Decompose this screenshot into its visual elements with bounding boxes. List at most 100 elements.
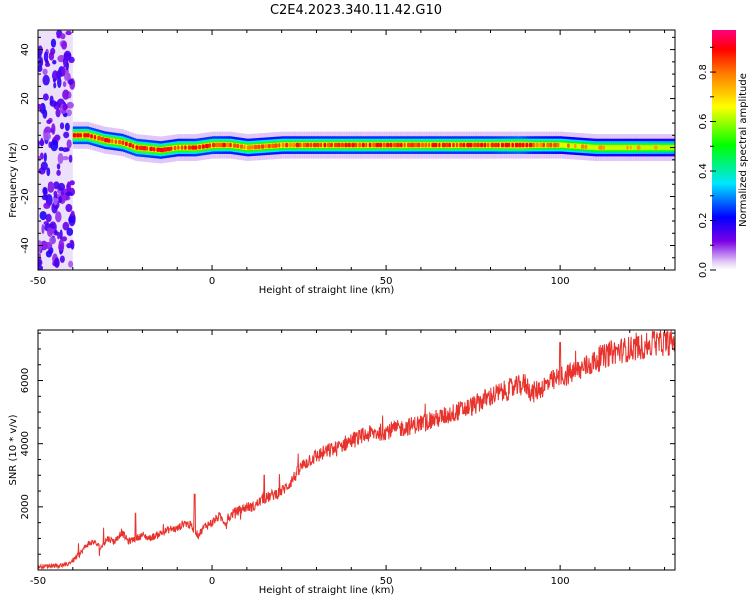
ridge-cell (608, 144, 612, 151)
ridge-core-cell (163, 147, 168, 152)
ridge-cell (178, 144, 182, 151)
y-tick-label: 40 (20, 43, 31, 56)
ridge-core-cell (83, 133, 88, 138)
ridge-core-cell (295, 142, 300, 148)
noise-blob (57, 152, 64, 165)
noise-blob (38, 247, 42, 253)
ridge-core-cell (201, 144, 205, 149)
ridge-cell (605, 144, 608, 151)
ridge-core-cell (431, 142, 436, 148)
ridge-core-cell (222, 142, 226, 148)
noise-blob (45, 213, 52, 223)
ridge-cell (614, 144, 617, 151)
ridge-core-cell (452, 142, 455, 148)
ridge-core-cell (152, 147, 156, 152)
ridge-core-cell (309, 142, 313, 148)
ridge-cell (607, 144, 610, 151)
noise-blob (62, 221, 70, 231)
noise-blob (43, 132, 51, 141)
ridge-cell (95, 135, 98, 141)
heatmap-panel: -50 0 50 100 -40 -20 0 20 40 Height of straight … (8, 29, 676, 296)
noise-blob (54, 257, 60, 269)
ridge-cell (593, 144, 596, 151)
ridge-core-cell (601, 145, 606, 150)
ridge-core-cell (312, 142, 317, 148)
noise-blob (44, 62, 51, 67)
noise-blob (66, 227, 74, 237)
noise-blob (50, 139, 59, 152)
colorbar-tick-label: 0.0 (698, 262, 709, 278)
ridge-cell (509, 142, 512, 148)
noise-blob (53, 197, 58, 206)
ridge-core-cell (232, 143, 237, 148)
ridge-cell (645, 144, 648, 151)
ridge-cell (565, 142, 568, 149)
ridge-cell (245, 144, 248, 150)
ridge-core-cell (532, 142, 536, 148)
ridge-core-cell (480, 142, 484, 148)
noise-blob (56, 163, 61, 170)
noise-blob (66, 242, 72, 249)
noise-blob (40, 137, 44, 147)
ridge-core-cell (347, 142, 351, 148)
ridge-core-cell (250, 145, 254, 150)
noise-blob (58, 196, 63, 204)
ridge-cell (154, 146, 157, 153)
y-tick-label: 6000 (20, 368, 31, 393)
ridge-core-cell (528, 142, 533, 148)
x-tick-label: 50 (380, 576, 393, 587)
noise-blob (66, 101, 74, 109)
ridge-core-cell (121, 140, 125, 145)
snr-ticks: -50 0 50 100 2000 4000 6000 (20, 330, 675, 587)
ridge-cell (185, 144, 189, 151)
ridge-cell (633, 144, 636, 151)
ridge-core-cell (521, 142, 525, 148)
ridge-core-cell (556, 142, 560, 148)
ridge-core-cell (271, 143, 276, 149)
noise-blob (38, 259, 43, 267)
ridge-cell (617, 144, 620, 151)
x-tick-label: 0 (209, 576, 215, 587)
ridge-core-cell (145, 146, 149, 151)
ridge-cell (544, 142, 547, 148)
ridge-core-cell (365, 142, 368, 148)
noise-blob (43, 152, 47, 163)
ridge-cell (622, 144, 625, 151)
ridge-cell (182, 144, 185, 151)
noise-blob (69, 239, 74, 245)
ridge-cell (513, 142, 516, 148)
ridge-cell (436, 142, 439, 148)
ridge-core-cell (166, 146, 171, 152)
ridge-cell (175, 145, 178, 151)
ridge-cell (356, 142, 359, 148)
ridge-core-cell (191, 145, 196, 150)
ridge-core-cell (187, 145, 192, 150)
ridge-core-cell (302, 142, 307, 148)
ridge-core-cell (448, 142, 451, 148)
x-tick-label: 100 (551, 576, 570, 587)
ridge-core-cell (337, 142, 341, 148)
ridge-cell (112, 138, 115, 145)
y-tick-label: 2000 (20, 494, 31, 519)
ridge-cell (575, 143, 578, 149)
ridge-cell (572, 143, 575, 149)
ridge-core-cell (184, 145, 187, 150)
ridge-core-cell (441, 142, 446, 148)
ridge-cell (647, 144, 650, 151)
noise-blob (46, 119, 52, 125)
ridge-core-cell (574, 143, 577, 149)
ridge-cell (81, 132, 84, 138)
noise-blob (42, 74, 50, 86)
ridge-core-cell (375, 142, 380, 148)
ridge-core-cell (90, 134, 93, 139)
ridge-core-cell (584, 144, 588, 150)
ridge-core-cell (246, 145, 251, 150)
ridge-core-cell (598, 145, 603, 150)
noise-blob (57, 233, 61, 240)
noise-blob (52, 78, 56, 83)
ridge-core-cell (316, 142, 320, 148)
ridge-core-cell (194, 145, 198, 150)
ridge-core-cell (487, 142, 490, 148)
ridge-cell (551, 142, 554, 148)
figure-title: C2E4.2023.340.11.42.G10 (270, 3, 442, 18)
